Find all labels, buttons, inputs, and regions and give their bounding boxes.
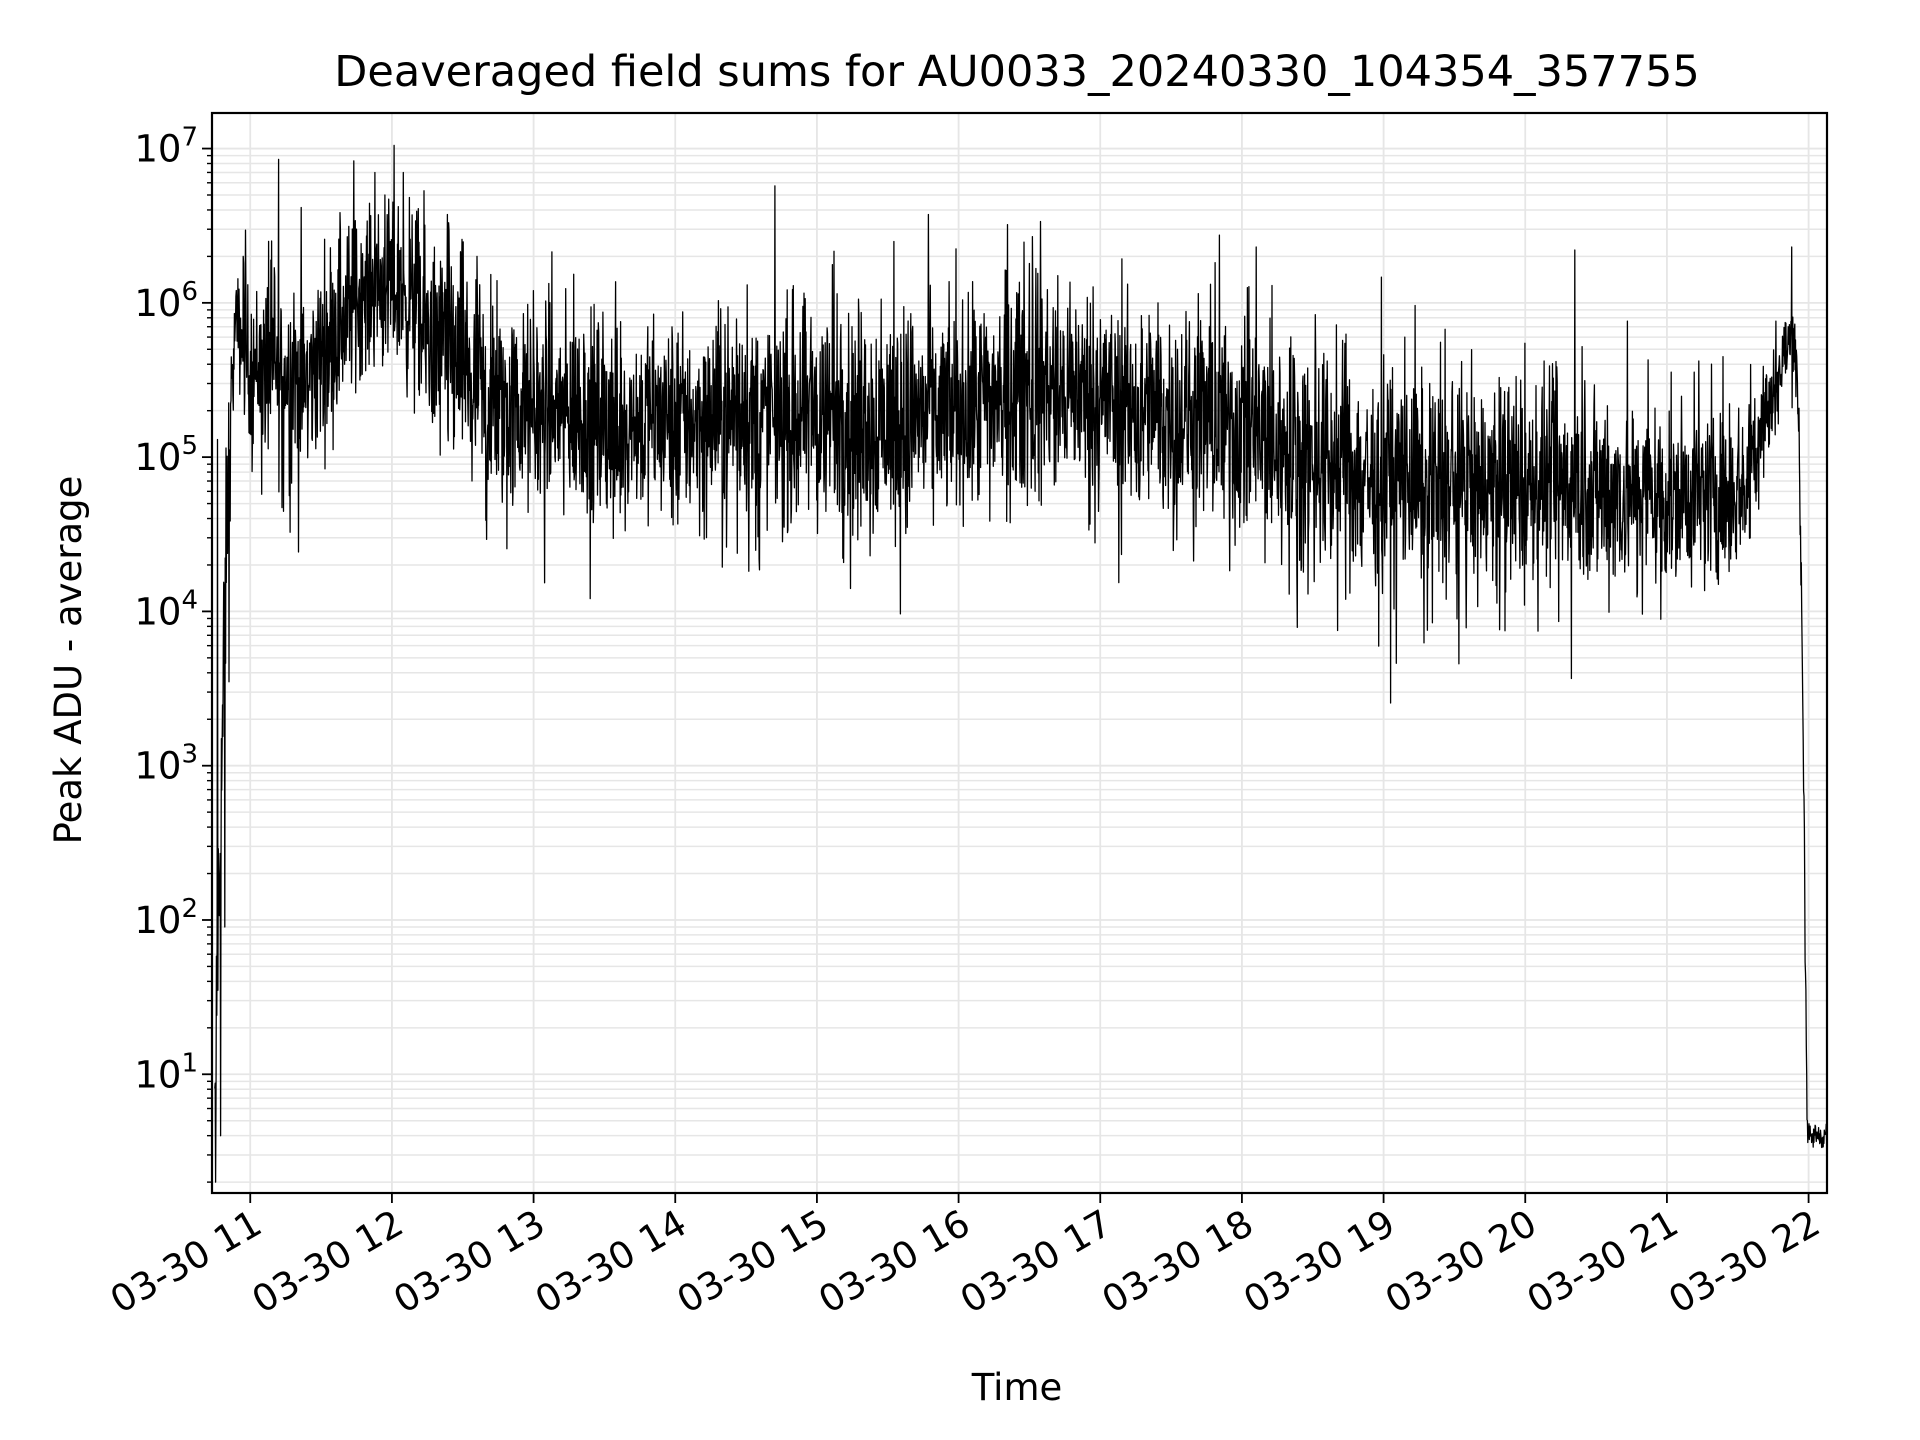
y-axis-label: Peak ADU - average [47,476,90,845]
x-axis-label: Time [971,1366,1063,1409]
y-tick-label: 103 [134,740,198,788]
data-series [214,144,1828,1183]
y-tick-label: 102 [134,894,198,942]
y-tick-label: 101 [134,1048,198,1096]
y-axis: 101 102 103 104 105 106 107 [134,123,212,1183]
plot-frame [210,111,1829,1195]
y-tick-label: 106 [134,277,198,325]
y-tick-label: 107 [134,123,198,171]
series-line [214,144,1828,1183]
y-tick-label: 105 [134,431,198,479]
y-tick-label: 104 [134,585,198,633]
chart-title: Deaveraged field sums for AU0033_2024033… [334,47,1699,97]
